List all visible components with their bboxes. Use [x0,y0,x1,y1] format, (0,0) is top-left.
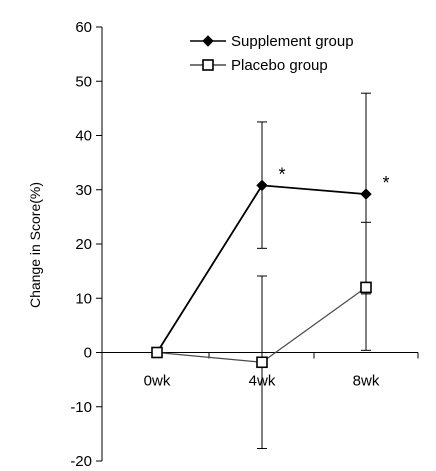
y-tick-label: 40 [75,128,92,145]
x-tick-marks [208,352,419,359]
y-tick-label: 0 [84,345,92,362]
y-tick-marks [96,26,102,462]
y-tick-label: 50 [75,73,92,90]
diamond-marker [360,188,372,200]
significance-mark: * [382,173,389,193]
y-tick-label: 10 [75,290,92,307]
y-tick-label: 20 [75,236,92,253]
square-marker [202,59,214,71]
legend-item-placebo: Placebo group [190,57,328,74]
square-marker [360,281,372,294]
y-tick-label: -20 [70,453,92,470]
legend-label: Placebo group [231,57,328,74]
legend-label: Supplement group [231,33,354,50]
plot-area: * * [151,92,390,450]
y-axis: -20 -10 0 10 20 30 40 50 60 Change in Score(%) [27,19,103,470]
diamond-marker [202,35,214,47]
x-tick-label: 0wk [144,373,171,390]
legend: Supplement group Placebo group [190,33,354,74]
supplement-series: * * [151,92,390,359]
y-tick-label: 60 [75,19,92,36]
y-tick-labels: -20 -10 0 10 20 30 40 50 60 [70,19,92,470]
x-tick-label: 8wk [353,373,380,390]
diamond-marker [256,179,268,192]
x-tick-labels: 0wk 4wk 8wk [144,373,380,390]
square-marker [151,346,163,359]
legend-item-supplement: Supplement group [190,33,354,50]
significance-mark: * [278,164,285,184]
square-marker [256,356,268,369]
y-tick-label: -10 [70,399,92,416]
y-tick-label: 30 [75,182,92,199]
y-axis-title: Change in Score(%) [27,182,43,308]
placebo-series [151,221,372,450]
